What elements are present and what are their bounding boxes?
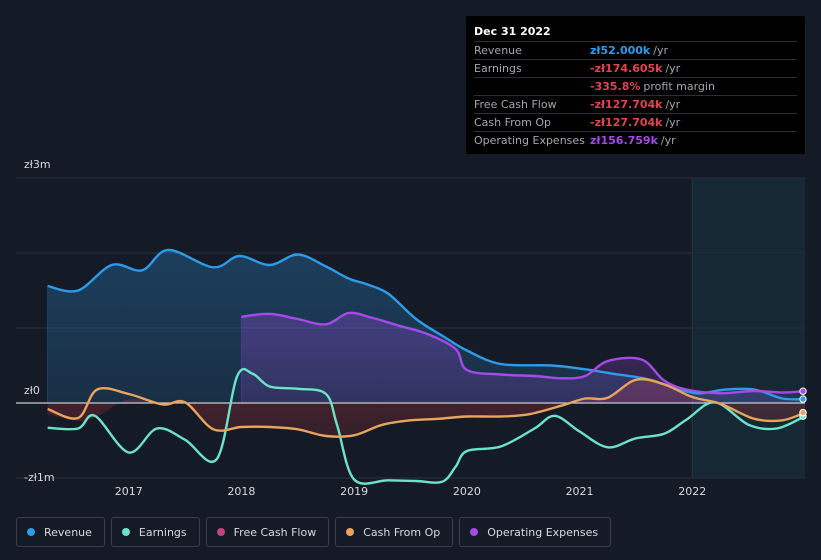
tooltip-row-unit: /yr	[665, 98, 681, 111]
x-tick-label: 2020	[453, 485, 481, 498]
area-operating-expenses	[241, 312, 805, 403]
tooltip-row-unit: /yr	[665, 116, 681, 129]
end-dot-cash-from-op	[799, 408, 807, 417]
tooltip-row: Cash From Op -zł127.704k/yr	[474, 114, 797, 132]
y-tick-label: -zł1m	[24, 471, 55, 484]
x-tick-label: 2019	[340, 485, 368, 498]
tooltip-row-value: -335.8%	[590, 80, 641, 93]
tooltip-date: Dec 31 2022	[474, 22, 797, 42]
line-earnings	[47, 367, 806, 485]
tooltip-row-label: Operating Expenses	[474, 134, 585, 147]
legend-dot-icon	[27, 528, 35, 536]
legend-dot-icon	[346, 528, 355, 536]
x-tick-label: 2022	[678, 485, 706, 498]
legend-item-earnings[interactable]: Earnings	[110, 517, 200, 547]
legend-label: Revenue	[44, 525, 92, 539]
end-dot-operating-expenses	[799, 387, 807, 395]
tooltip-row: Free Cash Flow -zł127.704k/yr	[474, 96, 797, 114]
tooltip-row-label: Cash From Op	[474, 116, 552, 129]
tooltip-row: Revenue zł52.000k/yr	[474, 42, 797, 60]
x-tick-label: 2018	[227, 485, 255, 498]
tooltip-row-value: -zł127.704k	[590, 116, 663, 129]
legend: Revenue Earnings Free Cash Flow Cash From O…	[16, 517, 612, 547]
tooltip-row-unit: /yr	[665, 62, 681, 75]
tooltip: Dec 31 2022 Revenue zł52.000k/yr Earnings -…	[466, 16, 805, 154]
series-areas	[47, 249, 806, 437]
legend-label: Operating Expenses	[487, 525, 599, 539]
tooltip-row: -335.8% profit margin	[474, 78, 797, 96]
series-end-dots	[799, 387, 807, 420]
line-operating-expenses	[241, 311, 806, 395]
x-axis-labels: 2017 2018 2019 2020 2021 2022	[115, 485, 707, 498]
legend-label: Earnings	[138, 525, 187, 539]
x-tick-label: 2017	[115, 485, 143, 498]
tooltip-row-unit: profit margin	[643, 80, 715, 93]
line-revenue	[47, 248, 806, 401]
tooltip-row-value: -zł127.704k	[590, 98, 663, 111]
legend-dot-icon	[470, 528, 479, 536]
y-axis-labels: zł3m zł0 -zł1m	[24, 158, 55, 484]
legend-item-free-cash-flow[interactable]: Free Cash Flow	[205, 517, 330, 547]
end-dot-revenue	[799, 395, 807, 403]
tooltip-row: Earnings -zł174.605k/yr	[474, 60, 797, 78]
legend-item-cash-from-op[interactable]: Cash From Op	[335, 517, 454, 547]
legend-item-revenue[interactable]: Revenue	[16, 517, 105, 547]
x-tick-label: 2021	[566, 485, 594, 498]
legend-dot-icon	[121, 528, 130, 536]
legend-label: Free Cash Flow	[233, 525, 317, 539]
legend-dot-icon	[216, 528, 225, 536]
tooltip-row-label: Revenue	[474, 44, 522, 57]
tooltip-row-unit: /yr	[653, 44, 668, 57]
tooltip-row-label: Free Cash Flow	[474, 98, 557, 111]
line-cash-from-op	[47, 377, 806, 438]
legend-label: Cash From Op	[363, 525, 441, 539]
tooltip-row: Operating Expenses zł156.759k/yr	[474, 132, 797, 149]
tooltip-row-unit: /yr	[660, 134, 676, 147]
tooltip-row-value: -zł174.605k	[590, 62, 663, 75]
tooltip-row-value: zł52.000k	[590, 44, 651, 57]
tooltip-rows: Revenue zł52.000k/yr Earnings -zł174.605k/y…	[474, 42, 797, 149]
legend-item-operating-expenses[interactable]: Operating Expenses	[459, 517, 612, 547]
y-tick-label: zł0	[24, 384, 40, 397]
tooltip-row-value: zł156.759k	[590, 134, 658, 147]
y-tick-label: zł3m	[24, 158, 51, 171]
series-lines	[47, 248, 806, 485]
tooltip-row-label: Earnings	[474, 62, 522, 75]
